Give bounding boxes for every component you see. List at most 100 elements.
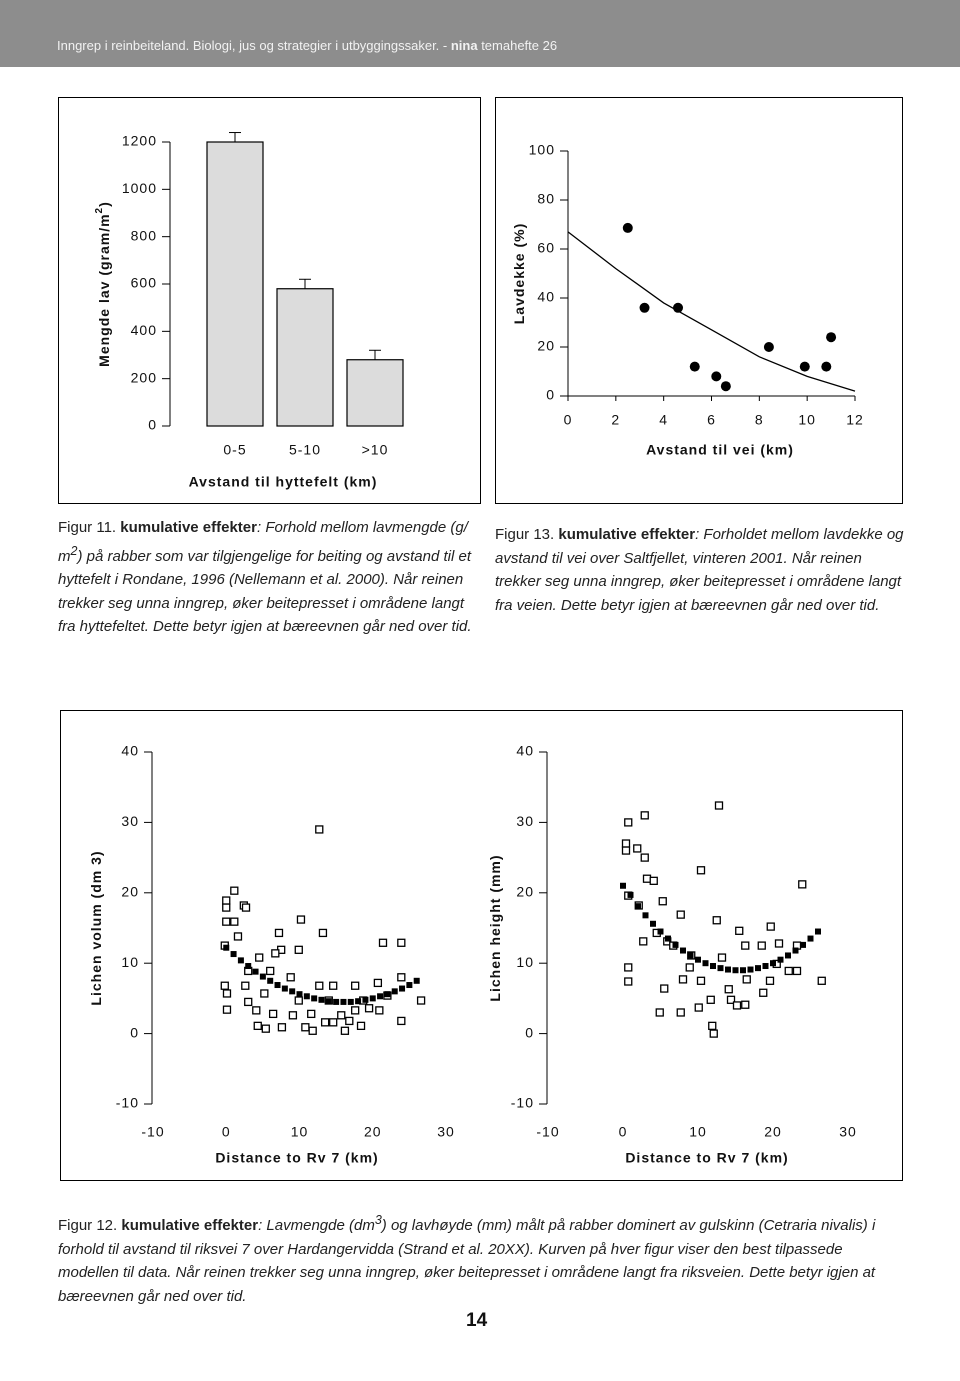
point (220, 981, 229, 990)
caption-bold: kumulative effekter (117, 1217, 259, 1234)
fit-point (289, 988, 296, 995)
point (826, 332, 837, 343)
header: Inngrep i reinbeiteland. Biologi, jus og… (57, 38, 557, 53)
y-tick-label: 800 (131, 227, 157, 243)
x-tick-label: 5-10 (289, 442, 321, 458)
point (233, 932, 243, 941)
fit-point (369, 995, 376, 1002)
fit-point (710, 963, 716, 970)
y-axis-label: Lavdekke (%) (511, 223, 527, 324)
point (274, 928, 284, 938)
fit-point (325, 998, 332, 1005)
point (735, 926, 744, 935)
x-tick-label: 2 (611, 412, 620, 428)
point (621, 839, 631, 848)
point (640, 811, 649, 820)
caption: Figur 11. kumulative effekter: Forhold m… (58, 516, 478, 639)
point (294, 996, 303, 1005)
fit-point (259, 973, 266, 980)
caption-label: Figur 13. (495, 526, 555, 543)
fit-point (680, 947, 686, 954)
caption-bold: kumulative effekter (116, 519, 257, 536)
x-tick-label: 12 (846, 412, 864, 428)
fit-point (785, 952, 791, 959)
point (678, 975, 688, 984)
fit-point (318, 996, 325, 1003)
y-axis-label-part: Lichen volum (dm 3) (88, 850, 104, 1005)
y-axis-label: Mengde lav (gram/m2) (94, 201, 112, 367)
point (271, 949, 280, 958)
fit-point (792, 947, 799, 954)
point (649, 876, 658, 885)
fit-point (755, 965, 761, 972)
point (676, 1008, 685, 1017)
point (694, 1003, 703, 1012)
point (711, 371, 722, 382)
bar (206, 141, 264, 427)
point (639, 302, 650, 313)
point (397, 1016, 406, 1026)
y-axis-label: Lichen volum (dm 3) (88, 850, 104, 1005)
point (726, 995, 736, 1004)
point (222, 917, 231, 926)
header-band (0, 0, 960, 67)
point (660, 984, 669, 993)
point (642, 874, 652, 883)
point (717, 953, 727, 962)
point (296, 915, 306, 924)
point (720, 381, 731, 392)
point (337, 1011, 346, 1020)
point (724, 985, 733, 994)
fit-point (252, 968, 259, 975)
point (792, 966, 802, 976)
fit-point (747, 966, 754, 973)
point (633, 844, 642, 853)
y-tick-label: 1200 (122, 133, 157, 149)
point (320, 1018, 330, 1027)
caption-text: ) og lavhøyde (mm) målt på rabber domine… (58, 1217, 876, 1305)
point (375, 1006, 384, 1015)
fit-point (672, 941, 679, 948)
point (397, 938, 406, 947)
y-tick-label: 60 (537, 240, 555, 256)
fit-point (230, 951, 237, 958)
fit-point (267, 977, 274, 984)
point (268, 1009, 278, 1019)
y-tick-label: 0 (148, 417, 157, 433)
point (709, 1029, 718, 1038)
point (222, 903, 231, 912)
point (741, 1000, 750, 1009)
fit-point (311, 995, 318, 1002)
fit-point (245, 963, 252, 970)
point (624, 963, 633, 972)
point (277, 1023, 287, 1032)
point (351, 981, 360, 990)
y-tick-label: 100 (529, 142, 555, 158)
point (759, 988, 768, 997)
point (230, 917, 239, 926)
point (308, 1026, 317, 1035)
x-tick-label: 0 (564, 412, 573, 428)
fit-point (333, 998, 340, 1005)
fit-point (377, 993, 384, 1000)
y-tick-label: 1000 (122, 180, 157, 196)
y-tick-label: 10 (516, 954, 534, 970)
fit-point (815, 928, 821, 935)
point (640, 853, 649, 862)
fit-point (777, 956, 784, 963)
point (222, 1005, 232, 1014)
point (340, 1026, 350, 1035)
fit-curve (567, 231, 856, 392)
point (241, 981, 250, 990)
header-text: Inngrep i reinbeiteland. Biologi, jus og… (57, 38, 451, 53)
x-tick-label: 8 (755, 412, 764, 428)
fit-point (770, 960, 776, 967)
point (774, 939, 784, 948)
point (712, 916, 721, 925)
point (318, 928, 328, 938)
fit-point (399, 985, 406, 992)
point (757, 941, 766, 950)
y-tick-label: -10 (116, 1095, 139, 1111)
y-tick-label: 80 (537, 191, 555, 207)
